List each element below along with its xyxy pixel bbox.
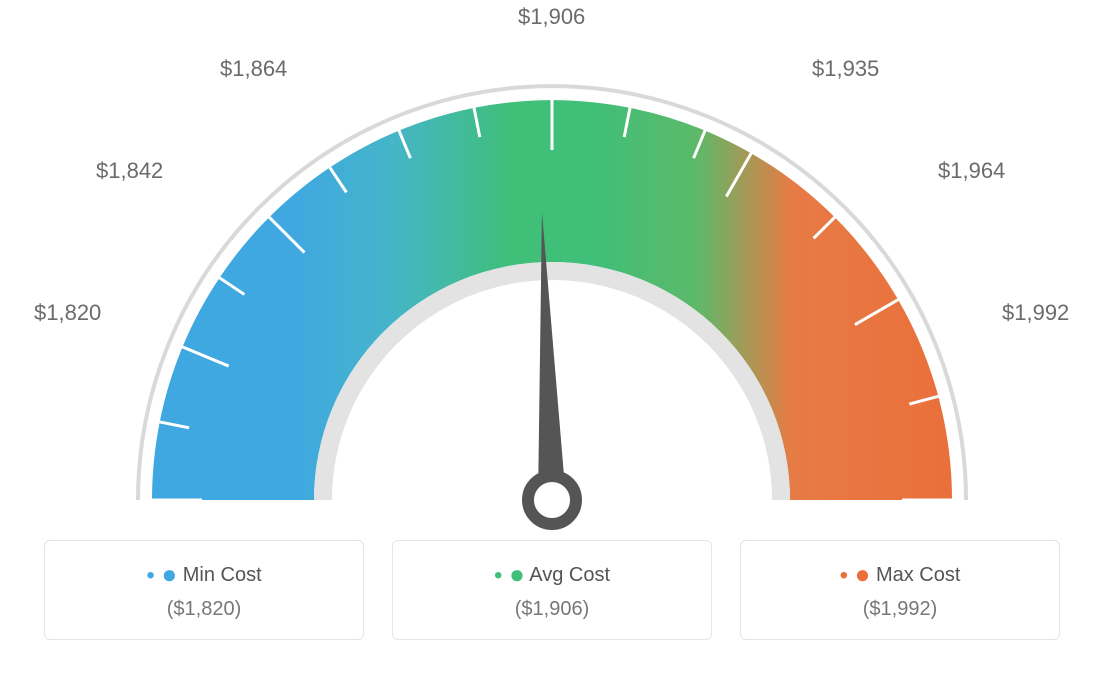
legend-min-label: ● Min Cost bbox=[61, 559, 347, 590]
gauge-tick-label: $1,992 bbox=[1002, 300, 1069, 326]
gauge-tick-label: $1,864 bbox=[220, 56, 287, 82]
gauge-tick-label: $1,820 bbox=[34, 300, 101, 326]
gauge-chart: $1,820 $1,842 $1,864 $1,906 $1,935 $1,964 $1,9… bbox=[0, 0, 1104, 540]
gauge-svg bbox=[0, 0, 1104, 540]
legend-max-value: ($1,992) bbox=[757, 598, 1043, 621]
legend-max-label: ● Max Cost bbox=[757, 559, 1043, 590]
gauge-tick-label: $1,964 bbox=[938, 158, 1005, 184]
legend-max: ● Max Cost ($1,992) bbox=[740, 540, 1060, 640]
legend-min-value: ($1,820) bbox=[61, 598, 347, 621]
legend-row: ● Min Cost ($1,820) ● Avg Cost ($1,906) … bbox=[0, 540, 1104, 640]
gauge-tick-label: $1,842 bbox=[96, 158, 163, 184]
legend-avg: ● Avg Cost ($1,906) bbox=[392, 540, 712, 640]
gauge-tick-label: $1,935 bbox=[812, 56, 879, 82]
gauge-tick-label: $1,906 bbox=[518, 4, 585, 30]
legend-avg-value: ($1,906) bbox=[409, 598, 695, 621]
legend-avg-label: ● Avg Cost bbox=[409, 559, 695, 590]
legend-min: ● Min Cost ($1,820) bbox=[44, 540, 364, 640]
